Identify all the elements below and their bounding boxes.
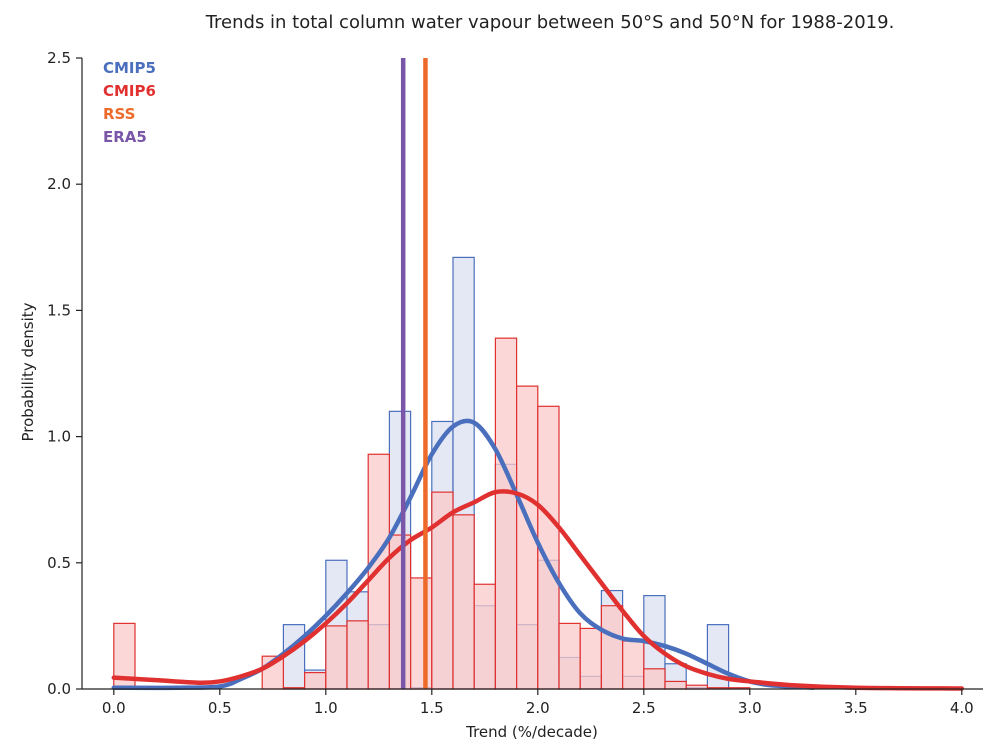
x-ticks: 0.0 0.5 1.0 1.5 2.0 2.5 3.0 3.5 4.0 <box>102 689 974 717</box>
y-tick-label-0: 0.0 <box>47 680 71 698</box>
histogram-cmip6 <box>113 337 751 690</box>
bar-cmip6-10 <box>452 514 475 690</box>
x-tick-label-4: 2.0 <box>526 699 550 717</box>
x-tick-label-3: 1.5 <box>420 699 444 717</box>
bar-cmip6-16 <box>579 627 603 690</box>
bar-cmip6-11 <box>473 583 497 690</box>
bar-cmip5-1 <box>282 624 306 690</box>
bar-cmip6-4 <box>325 625 348 690</box>
x-tick-label-8: 4.0 <box>950 699 974 717</box>
bar-cmip6-19 <box>643 668 666 690</box>
y-axis-label: Probability density <box>19 302 37 441</box>
legend-item-rss: RSS <box>103 105 135 123</box>
x-tick-label-6: 3.0 <box>738 699 762 717</box>
bar-cmip6-5 <box>346 620 369 690</box>
y-ticks: 0.0 0.5 1.0 1.5 2.0 2.5 <box>47 49 82 698</box>
bar-cmip6-15 <box>558 622 581 690</box>
bar-cmip6-3 <box>304 671 327 690</box>
reference-lines <box>400 58 428 689</box>
kde-line-cmip6 <box>111 489 965 691</box>
bar-cmip6-20 <box>664 680 687 690</box>
plot-area <box>111 58 965 691</box>
legend-item-cmip5: CMIP5 <box>103 59 156 77</box>
y-tick-label-3: 1.5 <box>47 301 71 319</box>
axes: 0.0 0.5 1.0 1.5 2.0 2.5 3.0 3.5 4.0 0.0 0.5 1.0 1.5… <box>47 49 983 717</box>
bar-cmip6-12 <box>494 337 518 690</box>
bar-cmip6-7 <box>388 534 412 690</box>
bar-cmip6-18 <box>621 640 645 690</box>
y-tick-label-4: 2.0 <box>47 175 71 193</box>
x-tick-label-1: 0.5 <box>208 699 232 717</box>
x-axis-label: Trend (%/decade) <box>465 723 598 741</box>
x-tick-label-5: 2.5 <box>632 699 656 717</box>
legend-item-cmip6: CMIP6 <box>103 82 156 100</box>
x-tick-label-0: 0.0 <box>102 699 126 717</box>
bar-cmip6-8 <box>410 577 433 690</box>
y-tick-label-2: 1.0 <box>47 428 71 446</box>
x-tick-label-7: 3.5 <box>844 699 868 717</box>
kde-curves <box>111 418 965 691</box>
y-tick-label-5: 2.5 <box>47 49 71 67</box>
chart-title: Trends in total column water vapour betw… <box>205 12 895 33</box>
x-tick-label-2: 1.0 <box>314 699 338 717</box>
y-tick-label-1: 0.5 <box>47 554 71 572</box>
legend: CMIP5 CMIP6 RSS ERA5 <box>103 59 156 146</box>
bar-cmip6-17 <box>600 605 624 690</box>
legend-item-era5: ERA5 <box>103 128 147 146</box>
